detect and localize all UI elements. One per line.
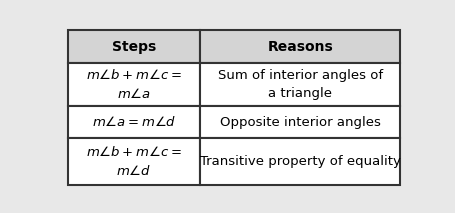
Text: Transitive property of equality: Transitive property of equality (199, 155, 399, 168)
Bar (200, 63, 399, 106)
Bar (67, 106, 200, 138)
Text: Steps: Steps (111, 40, 156, 54)
Text: $m\angle a = m\angle d$: $m\angle a = m\angle d$ (91, 115, 176, 129)
Text: $m\angle b + m\angle c =$
$m\angle d$: $m\angle b + m\angle c =$ $m\angle d$ (86, 145, 182, 178)
Bar (67, 30, 200, 63)
Text: $m\angle b + m\angle c =$
$m\angle a$: $m\angle b + m\angle c =$ $m\angle a$ (86, 68, 182, 101)
Bar (200, 106, 399, 138)
Bar (200, 30, 399, 63)
Bar (67, 63, 200, 106)
Text: Opposite interior angles: Opposite interior angles (219, 116, 380, 129)
Bar (67, 138, 200, 185)
Text: Reasons: Reasons (267, 40, 332, 54)
Text: Sum of interior angles of
a triangle: Sum of interior angles of a triangle (217, 69, 382, 100)
Bar (200, 138, 399, 185)
